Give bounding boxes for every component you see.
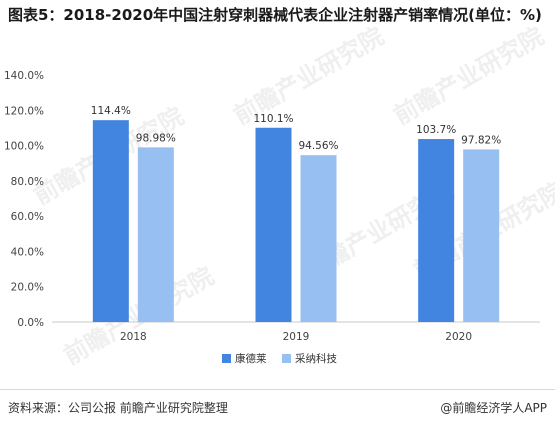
y-tick-label: 120.0%: [4, 105, 44, 117]
legend-label: 采纳科技: [295, 352, 337, 365]
data-label: 98.98%: [136, 132, 176, 144]
data-label: 94.56%: [298, 140, 338, 152]
source-note: 资料来源：公司公报 前瞻产业研究院整理: [8, 401, 228, 415]
data-label: 114.4%: [91, 105, 131, 117]
data-label: 97.82%: [461, 134, 501, 146]
legend-label: 康德莱: [235, 352, 267, 365]
y-tick-label: 140.0%: [4, 70, 44, 82]
legend-swatch: [222, 354, 231, 363]
x-tick-label: 2018: [120, 331, 147, 343]
brand-credit: @前瞻经济学人APP: [440, 401, 547, 415]
bar: [137, 147, 174, 322]
y-tick-label: 60.0%: [11, 211, 44, 223]
chart-title: 图表5：2018-2020年中国注射穿刺器械代表企业注射器产销率情况(单位：%): [8, 6, 542, 24]
bar: [463, 149, 500, 322]
y-tick-label: 100.0%: [4, 141, 44, 153]
bar: [418, 139, 455, 322]
bar: [300, 155, 337, 322]
bar: [92, 120, 129, 322]
x-tick-label: 2020: [445, 331, 472, 343]
y-tick-label: 0.0%: [17, 317, 44, 329]
bar: [255, 127, 292, 323]
y-tick-label: 20.0%: [11, 282, 44, 294]
x-tick-label: 2019: [283, 331, 310, 343]
y-tick-label: 40.0%: [11, 246, 44, 258]
watermark-text: 前瞻产业研究院: [389, 22, 548, 130]
legend: 康德莱 采纳科技: [222, 352, 337, 365]
footer: 资料来源：公司公报 前瞻产业研究院整理 @前瞻经济学人APP: [0, 389, 555, 422]
bar-chart: 前瞻产业研究院前瞻产业研究院前瞻产业研究院前瞻产业研究院前瞻产业研究院前瞻产业研…: [4, 22, 555, 370]
data-label: 110.1%: [253, 113, 293, 125]
axes: 0.0% 20.0% 40.0% 60.0% 80.0% 100.0% 120.0% 140.…: [4, 70, 540, 343]
y-tick-label: 80.0%: [11, 176, 44, 188]
legend-swatch: [282, 354, 291, 363]
bars: 114.4% 98.98% 110.1% 94.56% 103.7% 97.82%: [91, 105, 501, 323]
data-label: 103.7%: [416, 124, 456, 136]
